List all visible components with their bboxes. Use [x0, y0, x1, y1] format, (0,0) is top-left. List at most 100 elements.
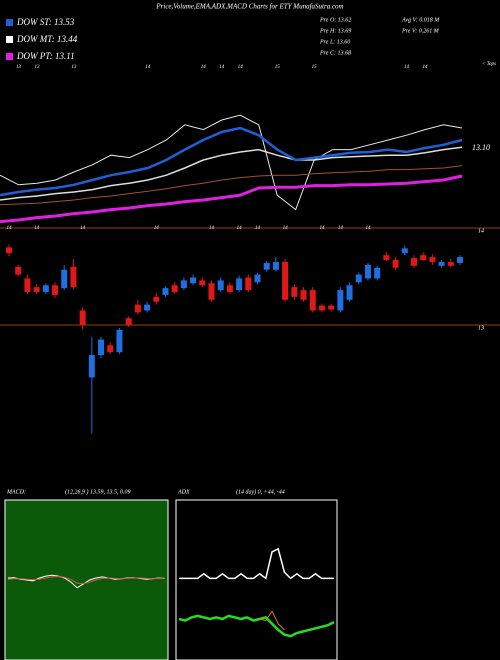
- info-text: Pre H: 13.69: [319, 28, 351, 34]
- info-text: Pre L: 13.60: [319, 39, 350, 45]
- candle-body: [420, 255, 427, 261]
- x-tick-label: 14: [319, 226, 325, 231]
- x-tick-label: 13: [34, 65, 40, 70]
- candle-body: [61, 269, 68, 289]
- candle-body: [364, 264, 371, 279]
- candle-body: [392, 260, 399, 268]
- candle-body: [134, 304, 141, 313]
- candle-body: [116, 329, 123, 353]
- candle-body: [282, 261, 289, 300]
- legend-label: DOW ST: 13.53: [16, 17, 75, 27]
- candle-body: [153, 296, 160, 302]
- candle-body: [300, 290, 307, 300]
- candle-body: [429, 257, 436, 262]
- candle-body: [42, 285, 49, 293]
- candle-body: [190, 277, 197, 284]
- candle-body: [447, 261, 454, 266]
- x-tick-label: 14: [237, 226, 243, 231]
- candle-body: [98, 339, 105, 356]
- candle-body: [346, 285, 353, 300]
- x-tick-label: 14: [34, 226, 40, 231]
- x-tick-label: 14: [7, 226, 13, 231]
- legend-label: DOW PT: 13.11: [16, 51, 75, 61]
- candle-body: [236, 278, 243, 291]
- candle-body: [355, 274, 362, 283]
- y-tick-label: 14: [478, 227, 484, 234]
- panel-subtitle: (14 day) 0, +44, -44: [236, 488, 285, 495]
- candle-body: [79, 310, 86, 325]
- candle-body: [24, 278, 31, 293]
- x-tick-label: 14: [338, 226, 344, 231]
- panel-subtitle: (12,26,9 ) 13.59, 13.5, 0.09: [65, 488, 131, 495]
- candle-body: [6, 247, 12, 254]
- candle-body: [309, 290, 316, 311]
- info-text: Pre O: 13.62: [319, 17, 351, 23]
- legend-label: DOW MT: 13.44: [16, 34, 78, 44]
- candle-body: [374, 267, 381, 279]
- series-line: [0, 146, 463, 201]
- corner-note: < Tops: [482, 62, 496, 67]
- candle-body: [226, 285, 233, 293]
- series-line: [179, 547, 334, 580]
- series-line: [178, 614, 335, 638]
- candle-body: [171, 285, 178, 293]
- candle-body: [208, 283, 215, 300]
- candle-body: [263, 262, 270, 270]
- series-line: [259, 610, 285, 631]
- candle-body: [254, 274, 261, 283]
- x-tick-label: 15: [312, 65, 318, 70]
- panel-title: MACD:: [6, 489, 26, 495]
- x-tick-label: 14: [154, 226, 160, 231]
- series-line: [0, 126, 463, 197]
- x-tick-label: 14: [283, 226, 289, 231]
- x-tick-label: 13: [71, 65, 77, 70]
- candle-body: [88, 355, 95, 378]
- candle-body: [125, 318, 132, 325]
- candle-body: [291, 287, 298, 297]
- candle-body: [70, 266, 77, 288]
- info-text: Pre V: 0.261 M: [401, 28, 440, 34]
- x-tick-label: 14: [201, 65, 207, 70]
- x-tick-label: 14: [404, 65, 410, 70]
- x-tick-label: 14: [80, 226, 86, 231]
- candle-body: [457, 257, 463, 263]
- series-line: [0, 165, 463, 206]
- candle-body: [328, 305, 335, 310]
- series-line: [0, 174, 463, 224]
- candle-body: [245, 277, 252, 291]
- x-tick-label: 14: [365, 226, 371, 231]
- x-tick-label: 14: [255, 226, 261, 231]
- series-line: [0, 114, 463, 211]
- legend-swatch: [6, 53, 13, 60]
- last-value-label: 13.10: [472, 143, 490, 152]
- candle-body: [217, 280, 224, 291]
- legend-swatch: [6, 36, 13, 43]
- page-title: Price,Volume,EMA,ADX,MACD Charts for ETY…: [155, 3, 343, 11]
- info-text: Pre C: 13.68: [319, 50, 351, 56]
- candle-body: [52, 285, 59, 295]
- x-tick-label: 14: [238, 65, 244, 70]
- candle-body: [272, 261, 279, 270]
- x-tick-label: 14: [219, 65, 225, 70]
- series-line: [7, 575, 165, 585]
- panel-title: ADX: [177, 489, 190, 495]
- panel-background: [175, 499, 338, 660]
- x-tick-label: 14: [423, 65, 429, 70]
- candle-body: [15, 266, 22, 275]
- candle-body: [318, 305, 325, 311]
- x-tick-label: 13: [16, 65, 22, 70]
- candle-body: [162, 288, 169, 295]
- x-tick-label: 14: [145, 65, 151, 70]
- candle-body: [410, 258, 417, 266]
- legend-swatch: [6, 19, 13, 26]
- candle-body: [199, 280, 206, 286]
- candle-body: [438, 261, 445, 266]
- x-tick-label: 14: [209, 226, 215, 231]
- info-text: Avg V: 0.018 M: [401, 17, 440, 23]
- candle-body: [33, 287, 40, 293]
- candle-body: [180, 280, 187, 289]
- candle-body: [337, 290, 344, 311]
- candle-body: [383, 255, 390, 261]
- candle-body: [144, 304, 151, 311]
